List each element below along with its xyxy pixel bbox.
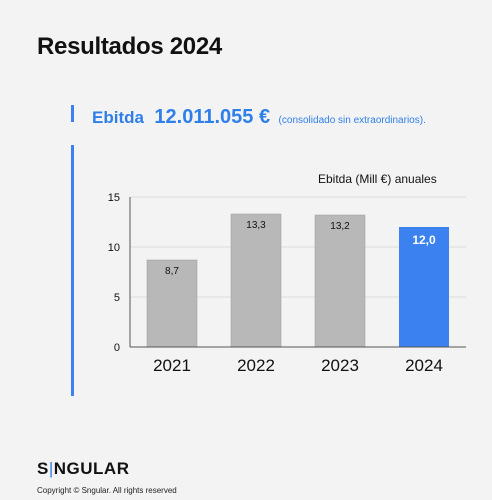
ebitda-note: (consolidado sin extraordinarios).	[278, 115, 426, 126]
bar	[314, 214, 366, 348]
chart-title: Ebitda (Mill €) anuales	[318, 172, 437, 186]
bar	[230, 213, 282, 348]
logo-separator: |	[48, 459, 54, 478]
bar-value-label: 13,2	[330, 221, 350, 232]
ebitda-value: 12.011.055 €	[154, 106, 271, 128]
logo-prefix: S	[37, 459, 49, 478]
y-tick-label: 15	[108, 192, 120, 204]
y-tick-label: 10	[108, 242, 120, 254]
ebitda-label: Ebitda	[92, 108, 144, 127]
x-tick-label: 2023	[321, 356, 359, 375]
bar-value-label: 12,0	[412, 233, 436, 247]
ebitda-summary: Ebitda 12.011.055 € (consolidado sin ext…	[92, 106, 426, 129]
x-tick-label: 2021	[153, 356, 191, 375]
x-tick-label: 2024	[405, 356, 443, 375]
logo-suffix: NGULAR	[53, 459, 130, 478]
x-tick-label: 2022	[237, 356, 275, 375]
page-title: Resultados 2024	[37, 33, 222, 60]
bar-value-label: 13,3	[246, 220, 266, 231]
bar-value-label: 8,7	[165, 266, 179, 277]
y-tick-label: 0	[114, 342, 120, 354]
ebitda-bar-chart: 0 5 10 15 8,7 2021 13,3 2022 13,2 2023 12,0 2024	[108, 192, 466, 375]
sngular-logo: S|NGULAR	[37, 459, 129, 479]
chart-accent-bar	[71, 145, 74, 396]
ebitda-accent-bar	[71, 105, 74, 122]
bar	[399, 227, 449, 347]
copyright-text: Copyright © Sngular. All rights reserved	[37, 486, 177, 495]
bar	[146, 259, 198, 348]
y-tick-label: 5	[114, 292, 120, 304]
